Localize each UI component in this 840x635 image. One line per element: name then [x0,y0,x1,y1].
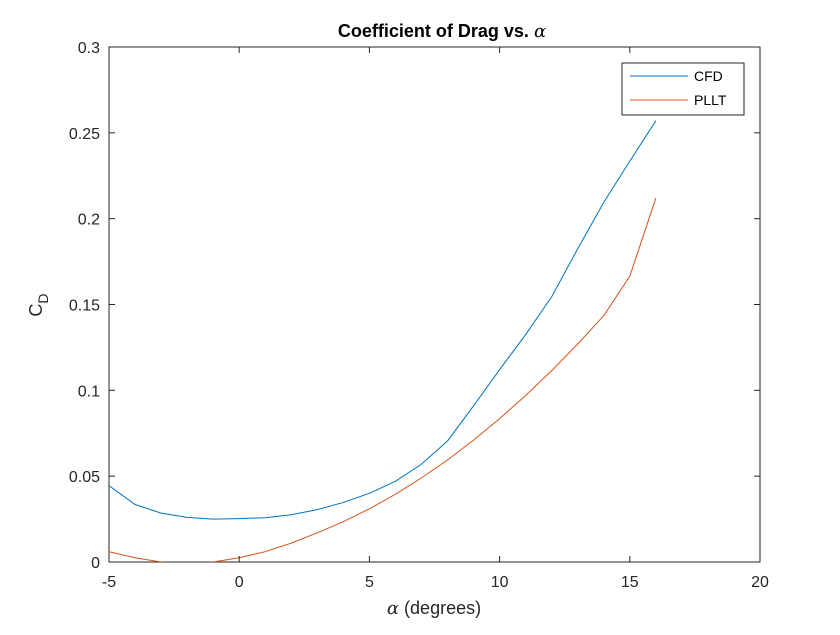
y-tick-label: 0 [91,555,100,572]
legend-box [621,62,745,116]
series-line-pllt [109,197,657,562]
legend-label-cfd: CFD [694,68,723,84]
y-tick-label: 0.3 [78,40,100,57]
series-line-cfd [109,120,657,520]
y-axis-title: CD [26,293,51,316]
x-tick-label: 5 [365,574,374,591]
x-tick-label: 20 [751,574,769,591]
x-tick-label: 15 [621,574,639,591]
axes-box [108,46,761,563]
legend-entries: CFD PLLT [630,68,727,108]
y-tick-label: 0.25 [69,126,100,143]
x-tick-label: 10 [491,574,509,591]
series-layer [109,120,657,562]
y-tick-label: 0.05 [69,469,100,486]
y-tick-label: 0.1 [78,383,100,400]
x-tick-label: -5 [102,574,116,591]
x-axis-title: α (degrees) [387,598,481,619]
y-tick-label: 0.15 [69,298,100,315]
legend: CFD PLLT [621,62,745,116]
tick-layer [108,46,761,563]
y-tick-label: 0.2 [78,212,100,229]
legend-label-pllt: PLLT [694,92,727,108]
chart-title: Coefficient of Drag vs. α [338,21,546,42]
x-tick-label: 0 [235,574,244,591]
